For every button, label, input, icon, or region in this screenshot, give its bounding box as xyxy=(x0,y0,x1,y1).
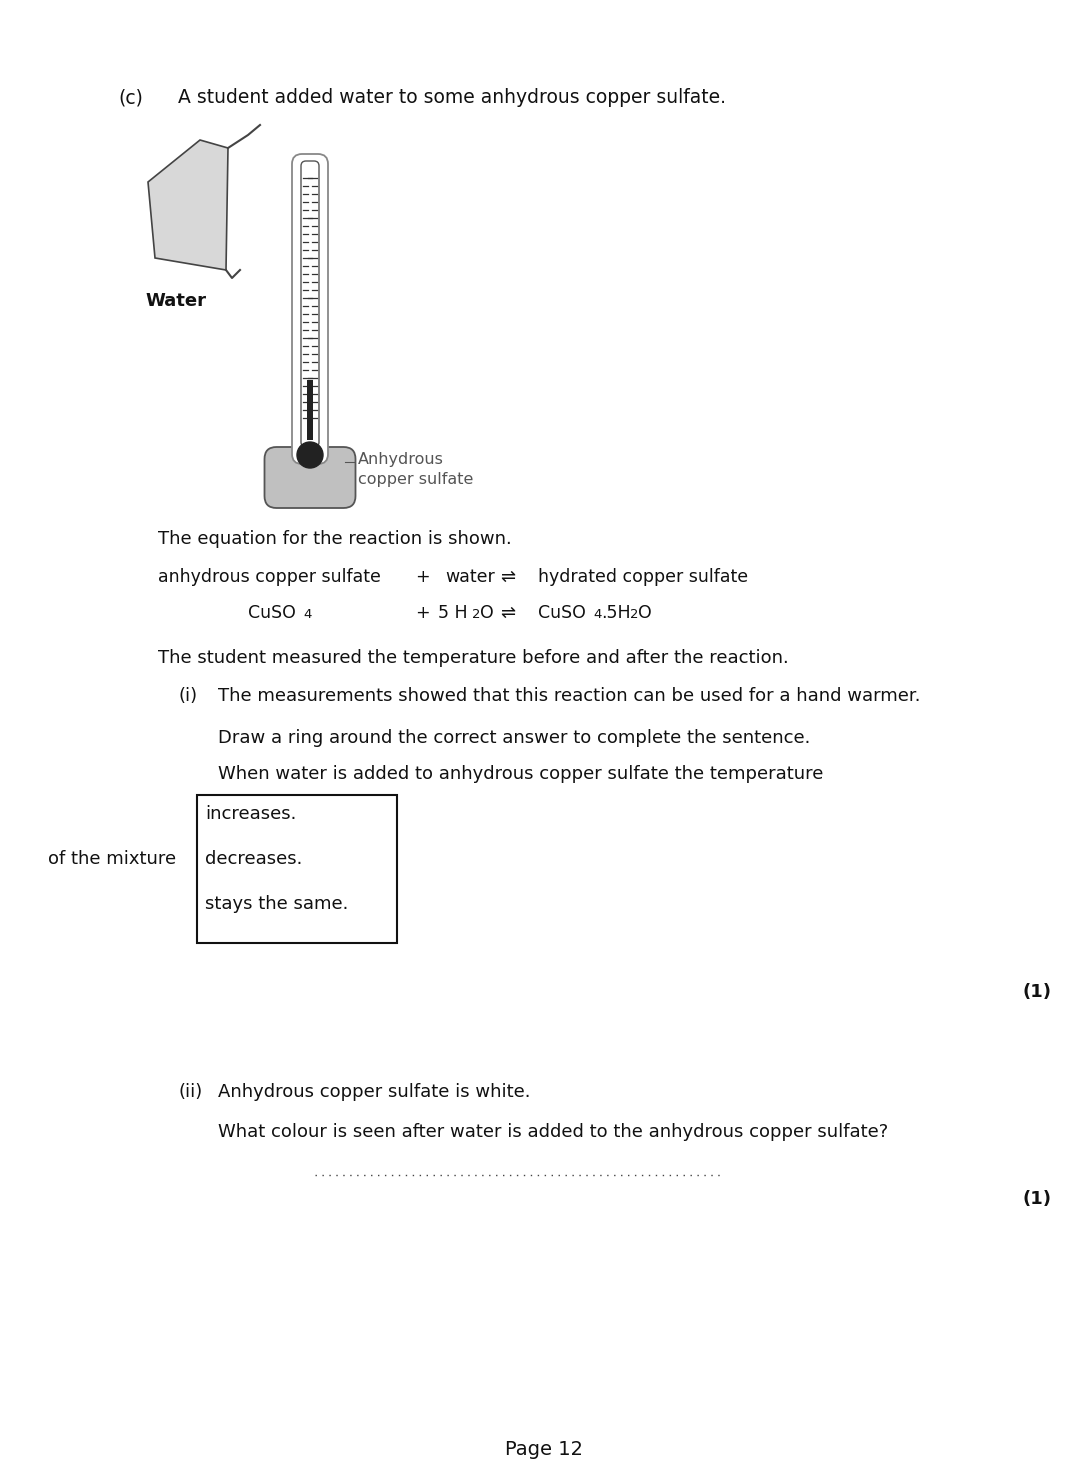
Text: The student measured the temperature before and after the reaction.: The student measured the temperature bef… xyxy=(158,649,788,667)
Text: +: + xyxy=(415,568,430,586)
Text: Water: Water xyxy=(145,292,206,310)
Text: 2: 2 xyxy=(472,608,481,621)
FancyBboxPatch shape xyxy=(292,153,328,465)
Text: (c): (c) xyxy=(118,88,143,108)
Text: 5 H: 5 H xyxy=(438,603,468,622)
Text: O: O xyxy=(480,603,494,622)
Text: (1): (1) xyxy=(1022,1190,1051,1208)
Text: (i): (i) xyxy=(178,687,198,705)
Text: (1): (1) xyxy=(1022,982,1051,1002)
Text: .5H: .5H xyxy=(600,603,631,622)
Text: The measurements showed that this reaction can be used for a hand warmer.: The measurements showed that this reacti… xyxy=(218,687,920,705)
Text: 4: 4 xyxy=(593,608,602,621)
Text: of the mixture: of the mixture xyxy=(48,850,176,867)
Text: CuSO: CuSO xyxy=(248,603,296,622)
FancyBboxPatch shape xyxy=(301,161,319,447)
Text: Anhydrous: Anhydrous xyxy=(357,451,444,468)
Text: What colour is seen after water is added to the anhydrous copper sulfate?: What colour is seen after water is added… xyxy=(218,1122,888,1142)
Text: copper sulfate: copper sulfate xyxy=(357,472,473,487)
Text: Anhydrous copper sulfate is white.: Anhydrous copper sulfate is white. xyxy=(218,1083,530,1100)
Text: +: + xyxy=(415,603,430,622)
Text: 2: 2 xyxy=(630,608,638,621)
FancyBboxPatch shape xyxy=(265,447,355,507)
Text: ⇌: ⇌ xyxy=(500,603,515,622)
Bar xyxy=(197,795,397,943)
Text: (ii): (ii) xyxy=(178,1083,202,1100)
Polygon shape xyxy=(148,140,228,270)
Text: increases.: increases. xyxy=(205,805,296,823)
Text: water: water xyxy=(445,568,495,586)
Text: hydrated copper sulfate: hydrated copper sulfate xyxy=(538,568,748,586)
Text: A student added water to some anhydrous copper sulfate.: A student added water to some anhydrous … xyxy=(178,88,726,108)
Text: anhydrous copper sulfate: anhydrous copper sulfate xyxy=(158,568,381,586)
Circle shape xyxy=(297,442,323,468)
Text: Draw a ring around the correct answer to complete the sentence.: Draw a ring around the correct answer to… xyxy=(218,729,810,746)
Text: O: O xyxy=(638,603,651,622)
Text: The equation for the reaction is shown.: The equation for the reaction is shown. xyxy=(158,530,512,549)
Text: When water is added to anhydrous copper sulfate the temperature: When water is added to anhydrous copper … xyxy=(218,766,823,783)
Bar xyxy=(307,381,313,440)
Text: stays the same.: stays the same. xyxy=(205,895,349,913)
Text: Page 12: Page 12 xyxy=(505,1440,583,1459)
Text: 4: 4 xyxy=(303,608,311,621)
Text: CuSO: CuSO xyxy=(538,603,585,622)
Text: ⇌: ⇌ xyxy=(500,568,515,586)
Text: decreases.: decreases. xyxy=(205,850,302,867)
